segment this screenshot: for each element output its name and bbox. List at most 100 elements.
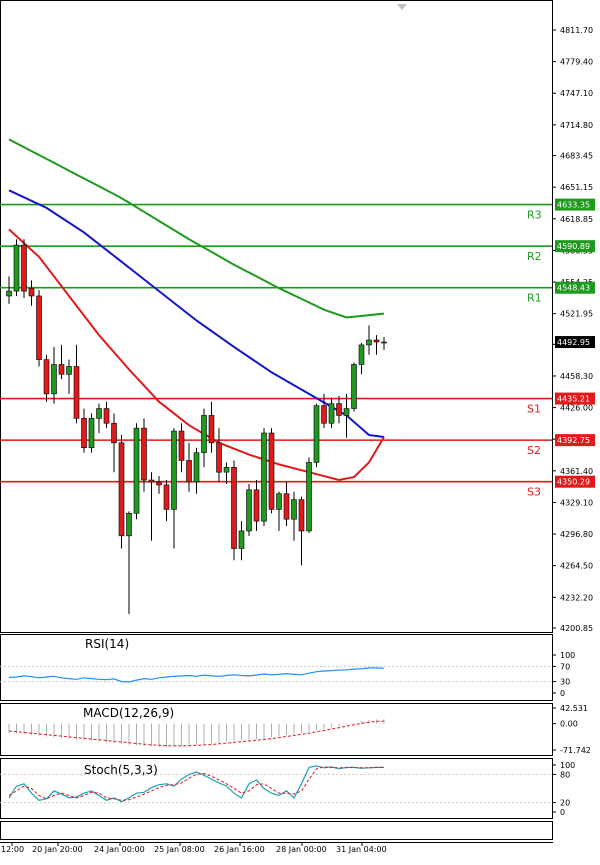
level-price-s3: 4350.29	[557, 478, 590, 487]
candle-body	[103, 408, 110, 424]
candle-body	[126, 513, 132, 537]
stoch-signal-line	[8, 766, 384, 801]
last-price-marker: 4492.95	[555, 336, 595, 349]
candle-body	[28, 287, 35, 297]
candle-body	[171, 430, 177, 510]
candle-body	[58, 364, 65, 375]
macd-panel-frame	[0, 703, 553, 756]
stoch-tick-label: 100	[560, 761, 575, 770]
stoch-tick-label: 0	[560, 808, 565, 817]
level-name-r3: R3	[527, 209, 542, 222]
candle-body	[118, 442, 125, 537]
level-price-r1: 4548.43	[557, 284, 590, 293]
price-tick-label: 4232.20	[560, 593, 593, 602]
candle-body	[88, 418, 95, 449]
candle-body	[186, 460, 192, 483]
level-price-r2: 4590.89	[557, 242, 590, 251]
stoch-title: Stoch(5,3,3)	[84, 763, 158, 777]
last-price-label: 4492.95	[557, 338, 590, 347]
candle-body	[96, 408, 102, 419]
level-price-tag-s2	[555, 434, 595, 447]
level-price-s2: 4392.75	[557, 436, 590, 445]
level-name-s2: S2	[527, 444, 541, 457]
candle-body	[51, 364, 57, 395]
candle-body	[163, 484, 170, 510]
candle-body	[343, 408, 350, 416]
price-axis: 4811.70 4779.40 4747.10 4714.80 4683.45 4651.…	[552, 26, 593, 633]
candle-body	[366, 339, 372, 346]
candle-body	[291, 499, 297, 520]
rsi-line	[8, 667, 385, 683]
candle-body	[223, 467, 230, 473]
macd-tick-label: 42.531	[560, 704, 588, 713]
candle-body	[81, 418, 87, 449]
price-tick-label: 4618.85	[560, 215, 593, 224]
stoch-tick-label: 20	[560, 799, 570, 808]
empty-panel-frame	[0, 821, 553, 840]
price-tick-label: 4714.80	[560, 121, 593, 130]
candle-body	[36, 295, 42, 360]
price-tick-label: 4779.40	[560, 58, 593, 67]
candle-body	[268, 432, 275, 510]
level-price-s1: 4435.21	[557, 395, 590, 404]
last-price-tag	[555, 336, 595, 349]
candle-body	[208, 415, 215, 444]
candle-body	[373, 339, 380, 343]
candles	[6, 239, 387, 615]
time-tick-label: 28 Jan 00:00	[276, 845, 327, 854]
price-tick-label: 4651.15	[560, 183, 593, 192]
macd-tick-label: 0.00	[560, 720, 578, 729]
time-tick-label: 24 Jan 00:00	[94, 845, 145, 854]
time-tick-label: 26 Jan 16:00	[214, 845, 265, 854]
moving-average-line	[8, 189, 385, 438]
rsi-tick-label: 30	[560, 678, 570, 687]
rsi-tick-label: 70	[560, 662, 570, 671]
candle-body	[246, 489, 252, 532]
macd-tick-label: -71.742	[560, 746, 591, 755]
candle-body	[336, 403, 342, 416]
level-name-s3: S3	[527, 486, 541, 499]
candle-body	[111, 422, 117, 444]
candle-body	[43, 359, 50, 395]
level-price-tag-r1	[555, 281, 595, 294]
stoch-tick-label: 80	[560, 770, 570, 779]
moving-average-line	[8, 138, 385, 319]
level-name-r1: R1	[527, 292, 542, 305]
stoch-panel-frame	[0, 758, 553, 819]
candle-body	[6, 290, 12, 297]
rsi-tick-label: 100	[560, 651, 575, 660]
price-tick-label: 4426.00	[560, 404, 593, 413]
time-tick-label: 12:00	[1, 845, 24, 854]
candle-body	[133, 427, 140, 514]
candle-body	[298, 499, 305, 532]
candle-body	[13, 244, 20, 292]
price-tick-label: 4683.45	[560, 152, 593, 161]
level-name-r2: R2	[527, 250, 542, 263]
price-panel-frame	[0, 0, 553, 633]
candle-body	[321, 405, 327, 424]
candle-body	[178, 430, 185, 461]
candle-body	[328, 403, 335, 424]
price-tick-label: 4200.85	[560, 624, 593, 633]
candle-body	[141, 427, 147, 481]
rsi-title: RSI(14)	[85, 637, 129, 651]
level-price-tag-s1	[555, 392, 595, 405]
price-tick-label: 4458.30	[560, 372, 593, 381]
price-tick-label: 4329.10	[560, 498, 593, 507]
macd-title: MACD(12,26,9)	[83, 706, 174, 720]
price-tick-label: 4811.70	[560, 26, 593, 35]
rsi-tick-label: 0	[560, 689, 565, 698]
level-price-tag-s3	[555, 475, 595, 488]
rsi-panel-frame	[0, 634, 553, 701]
candle-body	[351, 364, 357, 409]
price-tick-label: 4296.80	[560, 530, 593, 539]
candle-body	[381, 341, 387, 344]
candle-body	[283, 493, 290, 520]
chart-shift-marker-icon[interactable]	[397, 4, 407, 10]
candle-body	[156, 481, 162, 486]
candle-body	[231, 467, 237, 549]
candle-body	[193, 452, 200, 483]
level-price-tag-r2	[555, 240, 595, 253]
candle-body	[73, 366, 80, 419]
